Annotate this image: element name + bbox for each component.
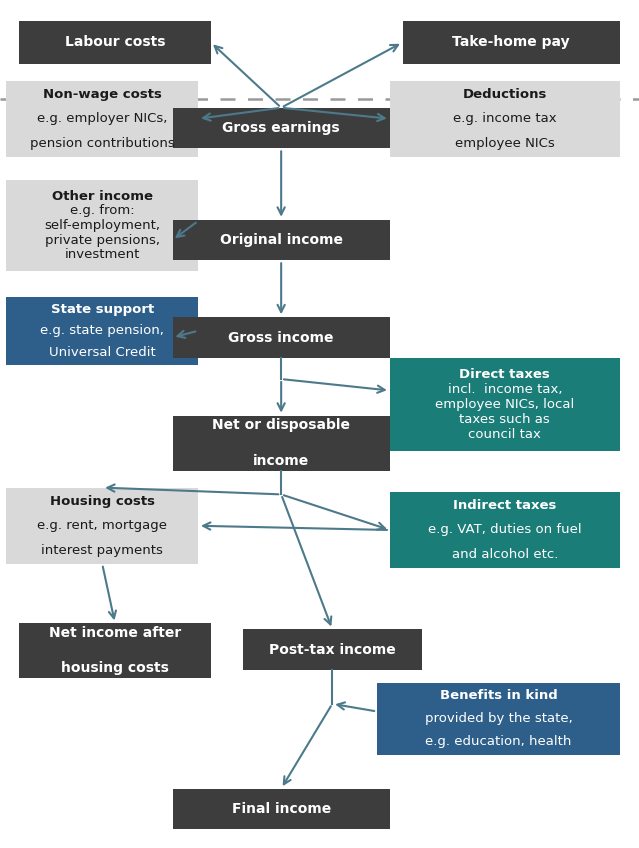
Text: Non-wage costs: Non-wage costs xyxy=(43,88,162,101)
Text: Deductions: Deductions xyxy=(463,88,547,101)
Text: e.g. education, health: e.g. education, health xyxy=(425,735,572,748)
Text: housing costs: housing costs xyxy=(61,661,169,676)
FancyBboxPatch shape xyxy=(243,629,422,670)
FancyBboxPatch shape xyxy=(173,416,390,471)
Text: incl.  income tax,: incl. income tax, xyxy=(447,383,562,396)
FancyBboxPatch shape xyxy=(173,317,390,358)
Text: taxes such as: taxes such as xyxy=(459,413,550,426)
Text: council tax: council tax xyxy=(468,428,541,441)
Text: and alcohol etc.: and alcohol etc. xyxy=(452,548,558,561)
FancyBboxPatch shape xyxy=(173,789,390,829)
FancyBboxPatch shape xyxy=(6,488,198,564)
FancyBboxPatch shape xyxy=(377,683,620,755)
Text: provided by the state,: provided by the state, xyxy=(424,712,573,725)
Text: pension contributions: pension contributions xyxy=(30,137,174,149)
FancyBboxPatch shape xyxy=(6,297,198,365)
Text: Net income after: Net income after xyxy=(49,626,181,640)
Text: Original income: Original income xyxy=(220,233,343,247)
Text: e.g. from:: e.g. from: xyxy=(70,204,135,217)
Text: income: income xyxy=(253,454,309,468)
Text: private pensions,: private pensions, xyxy=(45,234,160,247)
FancyBboxPatch shape xyxy=(390,358,620,451)
Text: Labour costs: Labour costs xyxy=(65,36,166,49)
Text: e.g. employer NICs,: e.g. employer NICs, xyxy=(37,112,167,126)
Text: self-employment,: self-employment, xyxy=(44,219,160,232)
Text: Gross income: Gross income xyxy=(228,331,334,344)
FancyBboxPatch shape xyxy=(6,180,198,271)
Text: Post-tax income: Post-tax income xyxy=(269,643,396,656)
Text: investment: investment xyxy=(65,248,140,261)
Text: Indirect taxes: Indirect taxes xyxy=(453,499,557,512)
FancyBboxPatch shape xyxy=(390,492,620,568)
Text: Universal Credit: Universal Credit xyxy=(49,346,156,359)
FancyBboxPatch shape xyxy=(6,81,198,157)
FancyBboxPatch shape xyxy=(19,623,211,678)
FancyBboxPatch shape xyxy=(173,220,390,260)
FancyBboxPatch shape xyxy=(19,21,211,64)
Text: Other income: Other income xyxy=(52,190,153,203)
FancyBboxPatch shape xyxy=(390,81,620,157)
Text: e.g. VAT, duties on fuel: e.g. VAT, duties on fuel xyxy=(428,523,581,537)
Text: Net or disposable: Net or disposable xyxy=(212,418,350,432)
Text: Direct taxes: Direct taxes xyxy=(459,368,550,381)
Text: Housing costs: Housing costs xyxy=(50,495,155,508)
FancyBboxPatch shape xyxy=(403,21,620,64)
Text: interest payments: interest payments xyxy=(42,544,163,556)
Text: employee NICs: employee NICs xyxy=(455,137,555,149)
Text: Take-home pay: Take-home pay xyxy=(452,36,570,49)
Text: e.g. state pension,: e.g. state pension, xyxy=(40,324,164,338)
Text: State support: State support xyxy=(50,303,154,315)
FancyBboxPatch shape xyxy=(173,108,390,148)
Text: Benefits in kind: Benefits in kind xyxy=(440,689,557,702)
Text: Final income: Final income xyxy=(231,802,331,816)
Text: employee NICs, local: employee NICs, local xyxy=(435,398,574,411)
Text: e.g. income tax: e.g. income tax xyxy=(453,112,557,126)
Text: e.g. rent, mortgage: e.g. rent, mortgage xyxy=(37,519,167,533)
Text: Gross earnings: Gross earnings xyxy=(222,121,340,135)
